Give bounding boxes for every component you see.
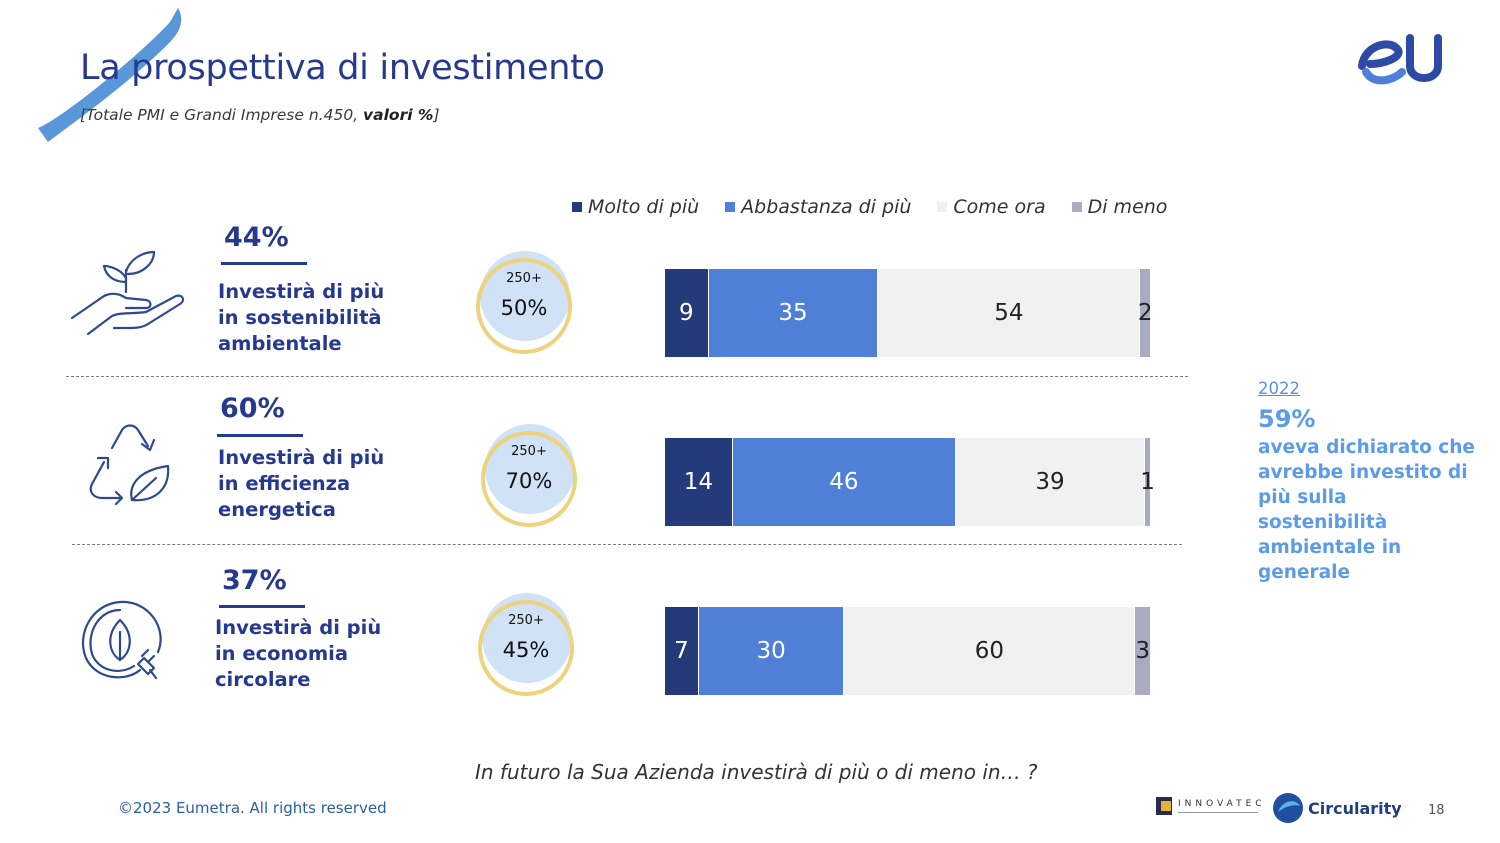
legend-item: Di meno bbox=[1071, 196, 1167, 218]
sidebar-year-link[interactable]: 2022 bbox=[1258, 379, 1300, 398]
hand-plant-icon bbox=[70, 250, 185, 336]
row-percentage: 44% bbox=[224, 222, 289, 253]
divider bbox=[219, 605, 305, 608]
bar-segment: 9 bbox=[665, 269, 709, 357]
bar-segment: 60 bbox=[844, 607, 1136, 695]
bar-segment: 7 bbox=[665, 607, 699, 695]
page-subtitle: [Totale PMI e Grandi Imprese n.450, valo… bbox=[80, 106, 440, 124]
legend-item: Come ora bbox=[937, 196, 1046, 218]
eu-logo: eU bbox=[1352, 28, 1452, 90]
survey-question: In futuro la Sua Azienda investirà di pi… bbox=[475, 760, 1038, 784]
circularity-logo: Circularity bbox=[1272, 792, 1402, 826]
legend-item: Molto di più bbox=[572, 196, 699, 218]
stacked-bar: 14 46 39 1 bbox=[665, 438, 1155, 526]
bar-segment: 39 bbox=[955, 438, 1146, 526]
large-company-circle: 250+ 45% bbox=[478, 593, 574, 696]
row-label: Investirà di più in efficienza energetica bbox=[218, 446, 385, 521]
bar-segment: 30 bbox=[698, 607, 845, 695]
page-number: 18 bbox=[1428, 803, 1445, 818]
bar-segment: 54 bbox=[878, 269, 1141, 357]
copyright-footer: ©2023 Eumetra. All rights reserved bbox=[118, 799, 387, 817]
recycle-leaf-icon bbox=[89, 424, 170, 506]
large-company-circle: 250+ 70% bbox=[481, 424, 577, 527]
stacked-bar: 7 30 60 3 bbox=[665, 607, 1150, 695]
row-label: Investirà di più in sostenibilità ambienta… bbox=[218, 280, 385, 355]
bar-segment: 3 bbox=[1135, 607, 1150, 695]
bar-segment: 46 bbox=[732, 438, 956, 526]
large-company-circle: 250+ 50% bbox=[476, 251, 572, 354]
row-separator bbox=[72, 544, 1182, 545]
bar-segment: 35 bbox=[708, 269, 879, 357]
chart-legend: Molto di più Abbastanza di più Come ora … bbox=[572, 196, 1167, 218]
legend-item: Abbastanza di più bbox=[725, 196, 911, 218]
bar-segment: 14 bbox=[665, 438, 733, 526]
innovatec-logo: INNOVATEC bbox=[1156, 797, 1262, 819]
bar-segment: 2 bbox=[1138, 269, 1152, 357]
row-label: Investirà di più in economia circolare bbox=[215, 616, 382, 691]
divider bbox=[221, 262, 307, 265]
eco-plug-icon bbox=[81, 600, 162, 680]
stacked-bar: 9 35 54 2 bbox=[665, 269, 1152, 357]
divider bbox=[217, 434, 303, 437]
row-separator bbox=[66, 376, 1188, 377]
sidebar-percentage: 59% bbox=[1258, 405, 1316, 433]
decorative-swoosh bbox=[38, 8, 182, 142]
bar-segment: 1 bbox=[1140, 438, 1155, 526]
row-percentage: 60% bbox=[220, 393, 285, 424]
row-percentage: 37% bbox=[222, 565, 287, 596]
page-title: La prospettiva di investimento bbox=[80, 48, 605, 88]
sidebar-text: aveva dichiarato che avrebbe investito d… bbox=[1258, 437, 1475, 583]
